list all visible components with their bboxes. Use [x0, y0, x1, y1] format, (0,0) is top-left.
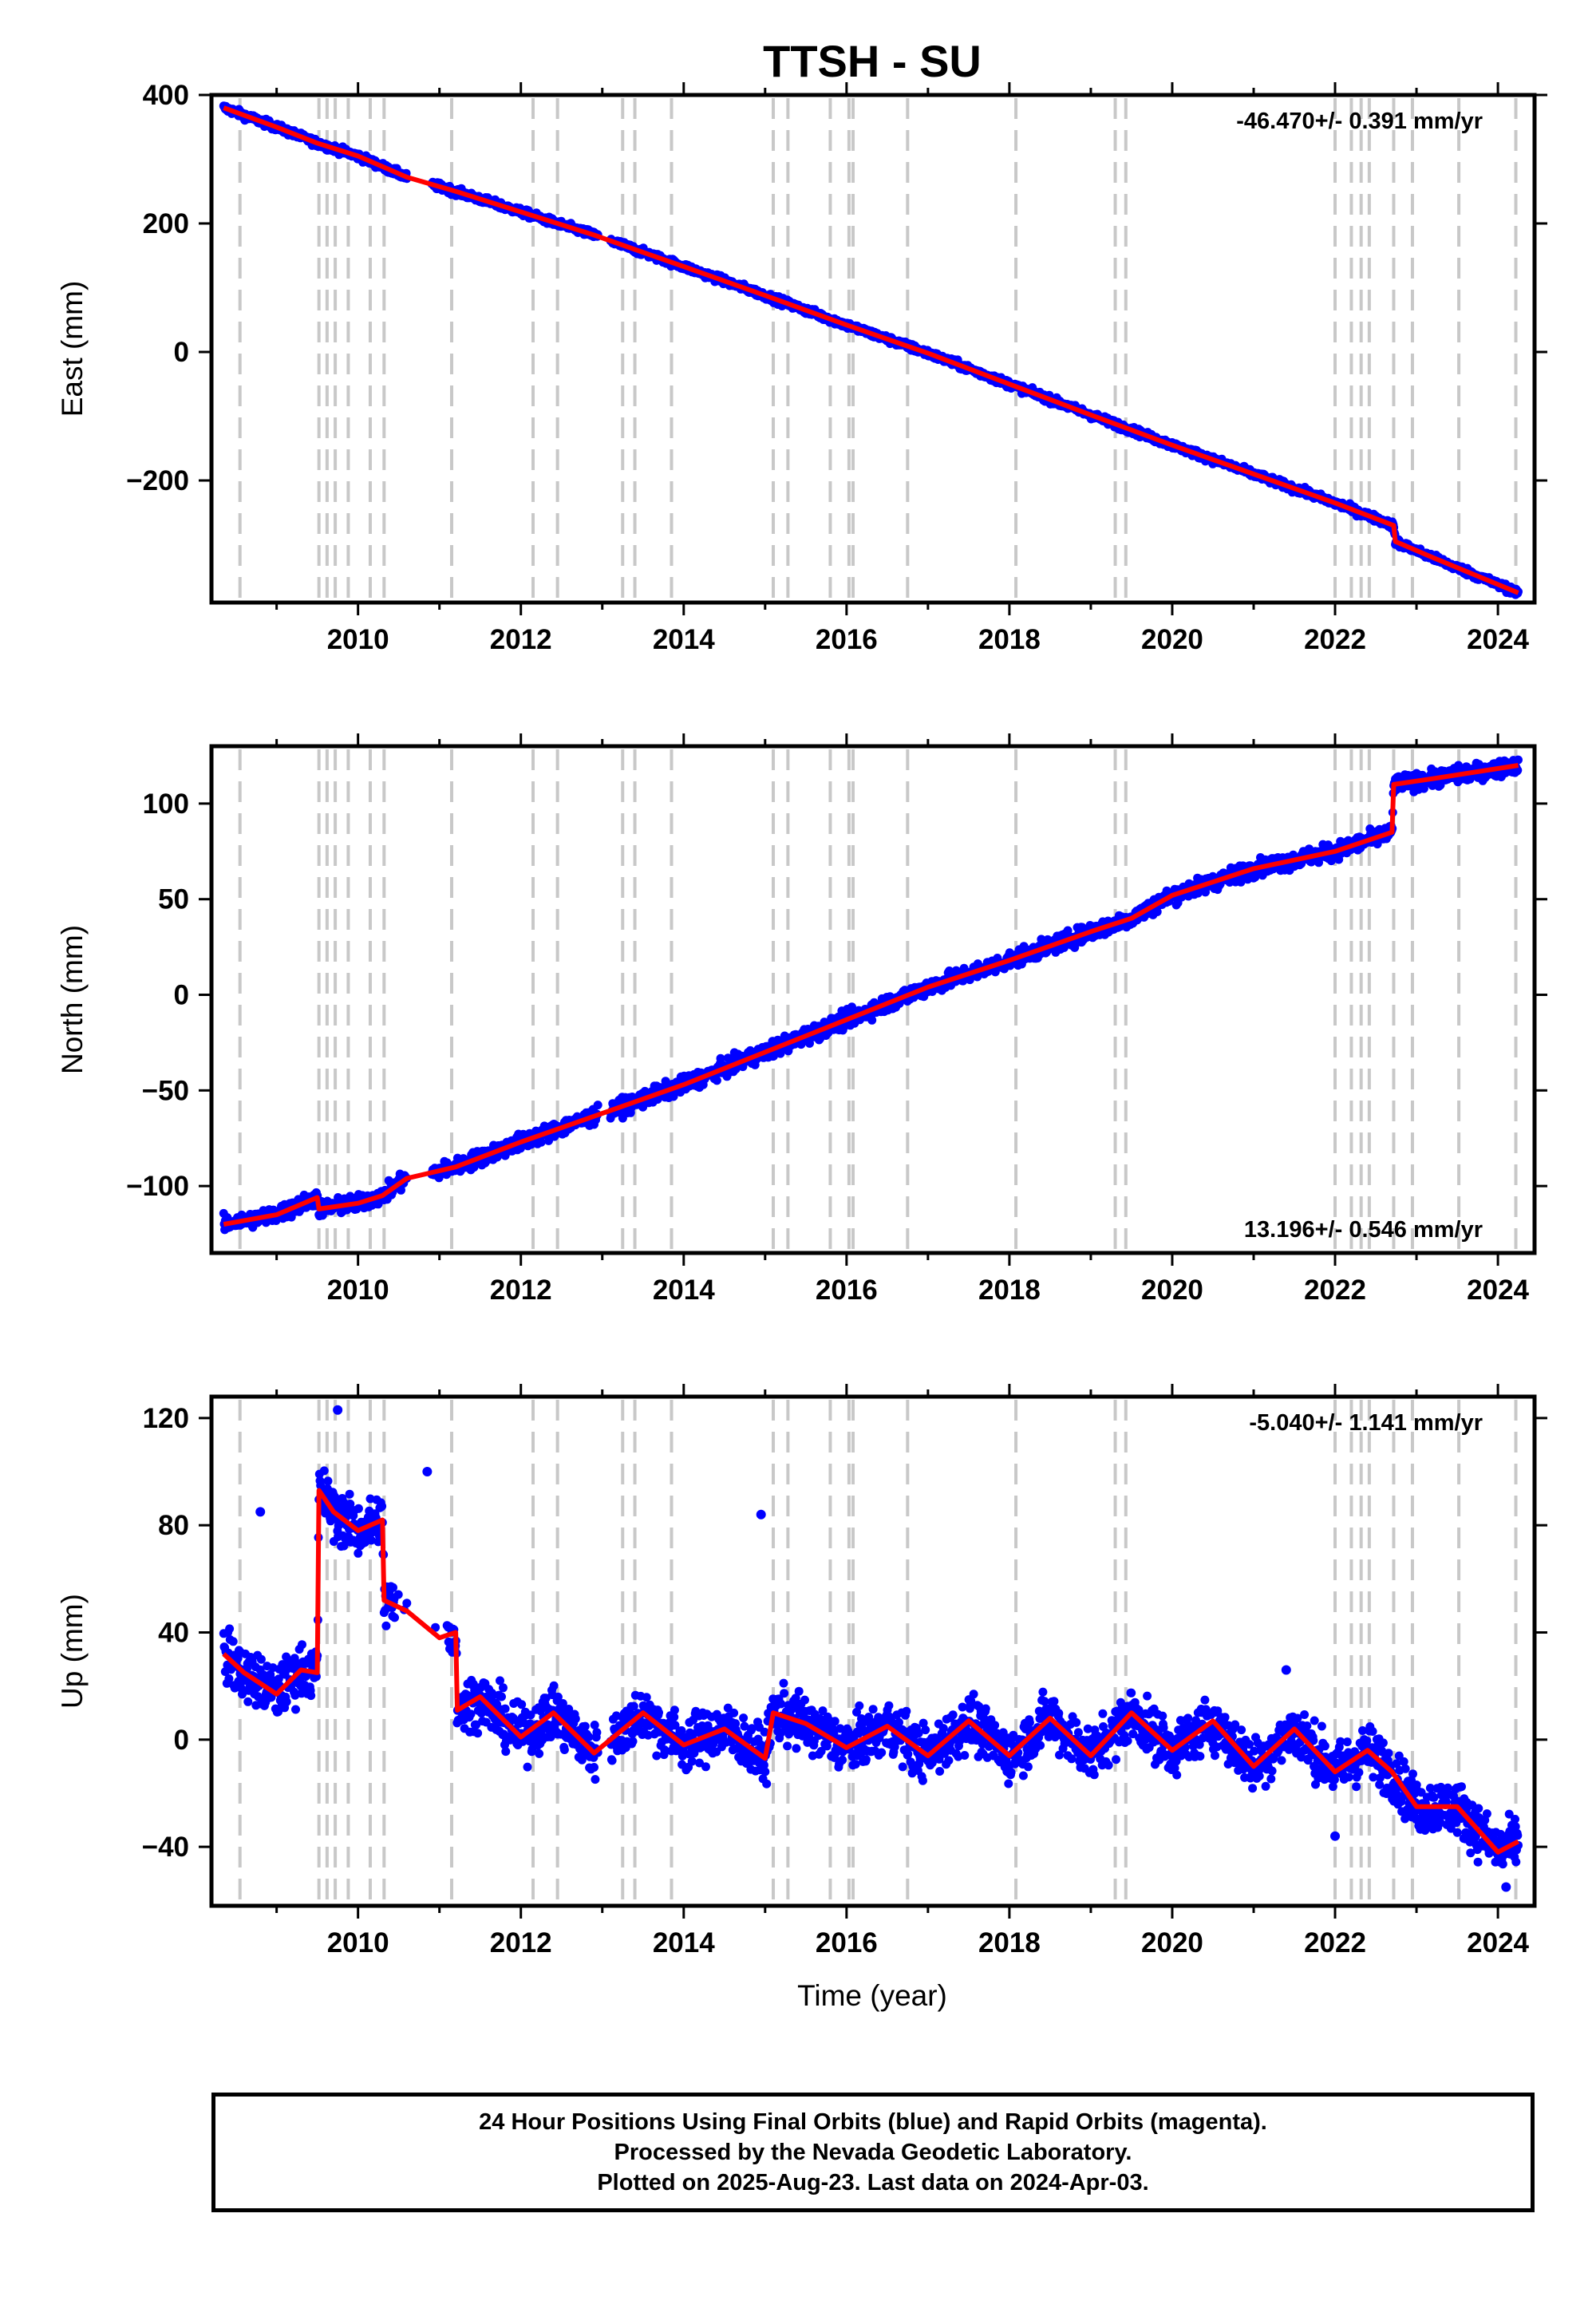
- y-tick-label: 50: [158, 884, 189, 915]
- east-panel: 2010 2012 2014 2016 2018 2020 2022 2024 −200 0 200…: [56, 80, 1547, 655]
- y-tick-label: 0: [174, 980, 189, 1011]
- y-tick-label: 200: [143, 208, 189, 239]
- data-points: [219, 1405, 1523, 1892]
- y-tick-label: −100: [126, 1171, 189, 1202]
- x-tick-label: 2020: [1141, 624, 1203, 655]
- x-tick-label: 2020: [1141, 1275, 1203, 1306]
- y-axis-label: East (mm): [56, 281, 89, 417]
- x-tick-label: 2018: [978, 1275, 1041, 1306]
- break-lines: [238, 98, 1518, 599]
- data-points: [219, 755, 1523, 1235]
- x-tick-label: 2024: [1467, 1275, 1529, 1306]
- x-tick-label: 2014: [653, 1275, 715, 1306]
- x-tick-label: 2012: [490, 1275, 552, 1306]
- x-tick-label: 2016: [816, 1275, 878, 1306]
- x-tick-label: 2024: [1467, 624, 1529, 655]
- data-point: [536, 1137, 546, 1147]
- north-panel: 2010 2012 2014 2016 2018 2020 2022 2024 −100 −50 0…: [56, 733, 1547, 1306]
- data-point: [228, 1637, 238, 1646]
- model-line: [223, 105, 1519, 595]
- up-panel: 2010 2012 2014 2016 2018 2020 2022 2024−4004080…: [56, 1384, 1547, 1958]
- model-line: [223, 763, 1519, 1227]
- y-tick-label: −50: [142, 1075, 189, 1106]
- data-point: [593, 1101, 602, 1110]
- break-lines: [238, 1400, 1518, 1903]
- x-tick-label: 2014: [653, 624, 715, 655]
- y-tick-label: 400: [143, 80, 189, 111]
- data-point: [1514, 755, 1523, 765]
- y-tick-label: 0: [174, 337, 189, 368]
- x-tick-label: 2010: [327, 624, 389, 655]
- x-tick-label: 2010: [327, 1275, 389, 1306]
- data-points: [219, 101, 1523, 599]
- data-point: [225, 1624, 235, 1634]
- data-point: [712, 1076, 721, 1085]
- y-tick-label: 100: [143, 788, 189, 820]
- x-axis: 2010 2012 2014 2016 2018 2020 2022 2024: [275, 82, 1530, 655]
- y-axis-label: North (mm): [56, 925, 89, 1074]
- x-tick-label: 2022: [1304, 1275, 1366, 1306]
- rate-label: -46.470+/- 0.391 mm/yr: [1236, 109, 1483, 134]
- x-tick-label: 2012: [490, 624, 552, 655]
- rate-label: 13.196+/- 0.546 mm/yr: [1244, 1217, 1483, 1243]
- x-tick-label: 2022: [1304, 624, 1366, 655]
- y-tick-label: −200: [126, 465, 189, 496]
- data-point: [867, 1015, 877, 1025]
- figure-title: TTSH - SU: [763, 36, 982, 86]
- x-tick-label: 2018: [978, 624, 1041, 655]
- x-tick-label: 2016: [816, 624, 878, 655]
